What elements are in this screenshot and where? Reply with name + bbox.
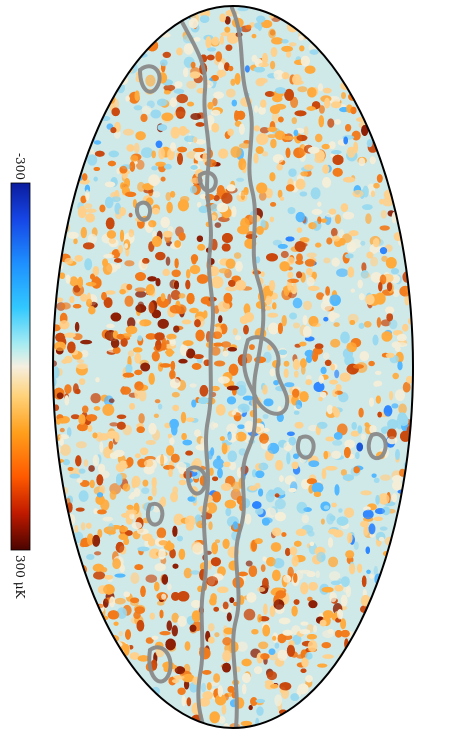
map-boundary bbox=[52, 5, 414, 729]
mollweide-sky-map bbox=[53, 6, 413, 728]
colorbar bbox=[10, 182, 31, 551]
colorbar-min-label: -300 bbox=[13, 153, 27, 180]
galactic-mask-contour bbox=[135, 6, 388, 728]
colorbar-max-label: 300 μK bbox=[13, 555, 27, 599]
